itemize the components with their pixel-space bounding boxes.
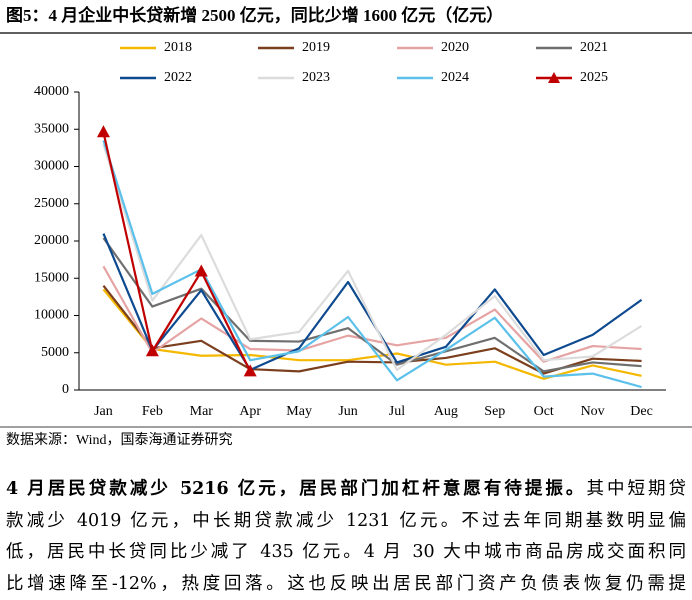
body-line: 款减少 4019 亿元，中长期贷款减少 1231 亿元。不过去年同期基数明显偏 <box>6 506 686 538</box>
legend-label: 2018 <box>164 40 192 55</box>
x-tick-label: Dec <box>630 404 653 419</box>
series-line <box>102 143 643 371</box>
y-tick-label: 0 <box>62 382 69 397</box>
x-tick-label: Sep <box>484 404 505 419</box>
x-tick-label: Jan <box>94 404 113 419</box>
body-line: 低，居民中长贷同比少减了 435 亿元。4 月 30 大中城市商品房成交面积同 <box>6 537 686 569</box>
series-line <box>102 288 642 380</box>
y-tick-label: 5000 <box>41 345 69 360</box>
y-tick-label: 15000 <box>34 270 69 285</box>
y-tick-label: 25000 <box>34 196 69 211</box>
legend-label: 2020 <box>441 40 469 55</box>
body-text-line: 款减少 4019 亿元，中长期贷款减少 1231 亿元。不过去年同期基数明显偏 <box>6 510 686 531</box>
point-marker <box>194 264 208 277</box>
point-marker <box>145 344 159 357</box>
x-tick-label: Jun <box>338 404 357 419</box>
chart-title: 图5：4 月企业中长贷新增 2500 亿元，同比少增 1600 亿元（亿元） <box>6 5 503 25</box>
series-line <box>102 140 642 389</box>
body-text-line: 低，居民中长贷同比少减了 435 亿元。4 月 30 大中城市商品房成交面积同 <box>6 542 686 562</box>
legend-label: 2024 <box>441 70 469 85</box>
y-tick-label: 35000 <box>34 121 69 136</box>
source: 数据来源：Wind，国泰海通证券研究 <box>6 432 233 448</box>
x-tick-label: Oct <box>534 404 554 419</box>
y-tick-label: 20000 <box>34 233 69 248</box>
x-tick-label: Mar <box>190 404 214 419</box>
point-marker <box>96 125 110 138</box>
legend-marker <box>548 72 560 83</box>
x-tick-label: Feb <box>142 404 163 419</box>
body-lead: 4 月居民贷款减少 5216 亿元，居民部门加杠杆意愿有待提振。 <box>6 479 587 499</box>
series-line <box>102 237 642 373</box>
series-line <box>102 131 252 372</box>
x-tick-label: Nov <box>581 404 605 419</box>
y-tick-label: 10000 <box>34 308 69 323</box>
x-tick-label: Jul <box>389 404 405 419</box>
legend-label: 2022 <box>164 70 192 85</box>
legend-label: 2023 <box>302 70 330 85</box>
body-line: 4 月居民贷款减少 5216 亿元，居民部门加杠杆意愿有待提振。其中短期贷 <box>6 474 686 506</box>
x-tick-label: Apr <box>239 404 261 419</box>
legend-label: 2021 <box>580 40 608 55</box>
y-tick-label: 40000 <box>34 84 69 99</box>
x-tick-label: Aug <box>434 404 458 419</box>
chart: 图5：4 月企业中长贷新增 2500 亿元，同比少增 1600 亿元（亿元） 数… <box>0 5 692 448</box>
y-tick-label: 30000 <box>34 159 69 174</box>
legend-label: 2025 <box>580 70 608 85</box>
body-text: 4 月居民贷款减少 5216 亿元，居民部门加杠杆意愿有待提振。其中短期贷款减少… <box>6 474 686 600</box>
legend-label: 2019 <box>302 40 330 55</box>
x-tick-label: May <box>286 404 312 419</box>
series-line <box>102 285 642 375</box>
point-marker <box>243 364 257 377</box>
body-line: 比增速降至-12%，热度回落。这也反映出居民部门资产负债表恢复仍需提 <box>6 569 686 600</box>
body-text-line: 其中短期贷 <box>586 479 686 499</box>
body-text-line: 比增速降至-12%，热度回落。这也反映出居民部门资产负债表恢复仍需提 <box>6 573 686 594</box>
